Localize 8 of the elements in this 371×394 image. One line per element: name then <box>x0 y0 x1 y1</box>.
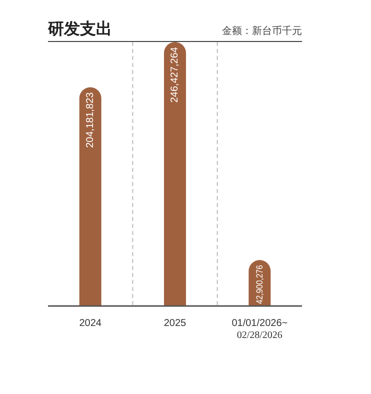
chart-subtitle: 金额：新台币千元 <box>222 24 302 39</box>
chart-title: 研发支出 <box>48 19 112 40</box>
data-label: 204,181,823 <box>84 92 96 148</box>
data-label: 42,900,276 <box>254 258 265 304</box>
x-tick-label: 2025 <box>164 318 187 329</box>
data-label: 246,427,264 <box>169 46 180 103</box>
x-tick-label: 01/01/2026~ 02/28/2026 <box>232 318 288 341</box>
x-tick-label: 2024 <box>79 318 102 329</box>
